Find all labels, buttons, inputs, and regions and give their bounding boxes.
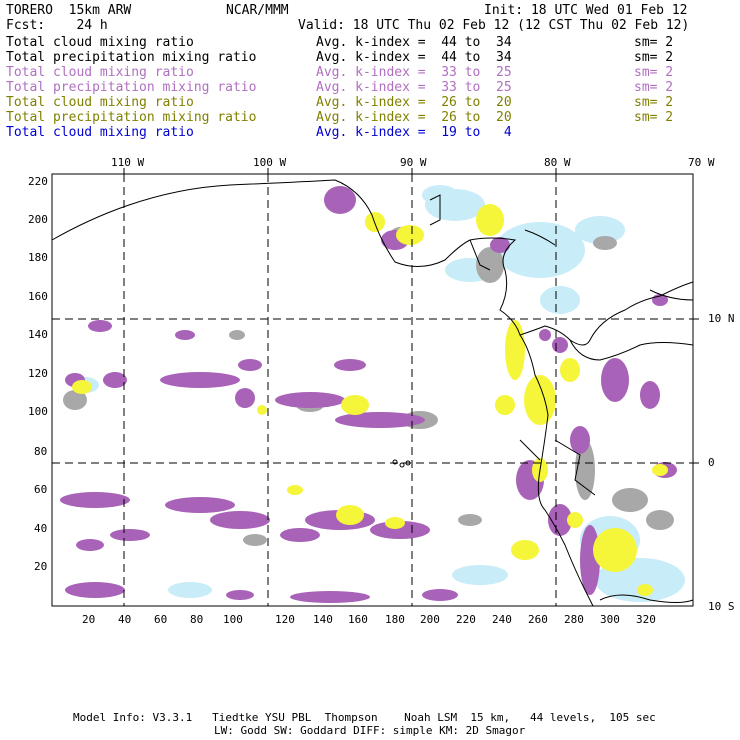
cloud-yellow [72,204,668,596]
lat-label: 10 N [708,312,735,325]
x-tick: 80 [190,613,204,626]
lon-label: 80 W [544,156,571,169]
x-tick: 20 [82,613,96,626]
legend-kindex: Avg. k-index = 33 to 25 [316,80,512,95]
x-tick: 180 [385,613,405,626]
y-tick: 140 [28,328,48,341]
coastline [51,179,694,607]
legend-kindex: Avg. k-index = 33 to 25 [316,65,512,80]
legend-kindex: Avg. k-index = 44 to 34 [316,50,512,65]
legend-field: Total precipitation mixing ratio [6,80,257,95]
legend-field: Total cloud mixing ratio [6,125,194,140]
lat-label: 10 S [708,600,735,613]
legend-sm: sm= 2 [634,80,674,95]
legend-kindex: Avg. k-index = 19 to 4 [316,125,512,140]
center-title: NCAR/MMM [226,3,289,18]
model-title: TORERO 15km ARW [6,3,132,18]
y-tick: 120 [28,367,48,380]
cloud-gray [63,227,674,546]
x-tick: 120 [275,613,295,626]
legend-kindex: Avg. k-index = 26 to 20 [316,110,512,125]
x-tick: 100 [223,613,243,626]
y-tick: 160 [28,290,48,303]
physics-info: LW: Godd SW: Goddard DIFF: simple KM: 2D… [214,724,526,737]
x-tick: 220 [456,613,476,626]
x-tick: 160 [348,613,368,626]
y-tick: 100 [28,405,48,418]
valid-time: Valid: 18 UTC Thu 02 Feb 12 (12 CST Thu … [298,18,690,33]
legend-kindex: Avg. k-index = 26 to 20 [316,95,512,110]
y-tick: 80 [34,445,48,458]
lon-label: 90 W [400,156,427,169]
x-tick: 280 [564,613,584,626]
y-tick: 40 [34,522,48,535]
legend-kindex: Avg. k-index = 44 to 34 [316,35,512,50]
legend-sm: sm= 2 [634,65,674,80]
y-tick: 220 [28,175,48,188]
lon-label: 110 W [111,156,145,169]
x-tick: 60 [154,613,168,626]
forecast-hour: Fcst: 24 h [6,18,108,33]
init-time: Init: 18 UTC Wed 01 Feb 12 [484,3,688,18]
legend-field: Total precipitation mixing ratio [6,50,257,65]
y-tick: 180 [28,251,48,264]
model-info: Model Info: V3.3.1 Tiedtke YSU PBL Thomp… [73,711,656,724]
tick-marks [123,168,699,464]
legend-field: Total precipitation mixing ratio [6,110,257,125]
y-tick: 20 [34,560,48,573]
y-tick: 200 [28,213,48,226]
lat-label: 0 [708,456,715,469]
plot-frame [51,173,694,607]
graticule [52,174,693,606]
x-tick: 40 [118,613,132,626]
y-tick: 60 [34,483,48,496]
lon-label: 100 W [253,156,287,169]
legend-sm: sm= 2 [634,50,674,65]
lon-label: 70 W [688,156,715,169]
x-tick: 200 [420,613,440,626]
legend-sm: sm= 2 [634,35,674,50]
legend-sm: sm= 2 [634,95,674,110]
x-tick: 300 [600,613,620,626]
legend-sm: sm= 2 [634,110,674,125]
x-tick: 320 [636,613,656,626]
x-tick: 140 [313,613,333,626]
legend-field: Total cloud mixing ratio [6,35,194,50]
legend-field: Total cloud mixing ratio [6,65,194,80]
legend-field: Total cloud mixing ratio [6,95,194,110]
x-tick: 240 [492,613,512,626]
x-tick: 260 [528,613,548,626]
precipitation-field [60,185,685,603]
